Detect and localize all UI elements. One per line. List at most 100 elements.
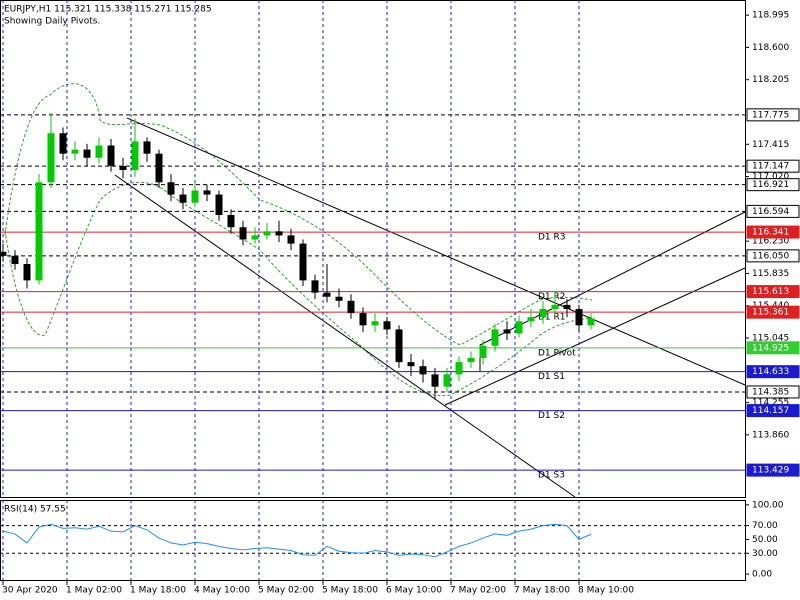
channel-line [479,211,746,346]
candle-body [407,362,415,367]
candle-body [23,264,31,281]
level-label: 114.925 [752,343,789,353]
candle-body [395,329,403,363]
pivot-label: D1 S3 [538,471,565,481]
x-tick-label: 7 May 02:00 [450,586,506,596]
level-label-box [746,108,800,122]
candle-body [491,329,499,346]
level-label: 116.050 [752,251,789,261]
candle-body [47,133,55,183]
level-label: 116.594 [752,207,789,217]
level-label-box [746,341,800,355]
candle-body [0,251,7,256]
rsi-y-tick-label: 50.00 [752,535,778,545]
candle-body [59,133,67,154]
candle-body [287,235,295,244]
candle-body [431,374,439,387]
trend-line [126,117,746,386]
x-tick-label: 5 May 02:00 [258,586,314,596]
x-tick-label: 1 May 18:00 [130,586,186,596]
y-tick-label: 116.230 [752,237,789,247]
x-tick-label: 30 Apr 2020 [2,586,58,596]
chart-title: EURJPY,H1 115.321 115.338 115.271 115.28… [4,5,212,15]
candle-body [563,304,571,309]
level-label-box [746,159,800,173]
candle-body [587,318,595,326]
candle-body [419,366,427,375]
x-tick-label: 6 May 10:00 [386,586,442,596]
pivot-label: D1 R2 [538,292,566,302]
candle-body [347,300,355,314]
chart-subtitle: Showing Daily Pivots. [4,17,100,27]
pivot-label: D1 R3 [538,233,566,243]
level-label-box [746,225,800,239]
candle-body [335,296,343,301]
candle-body [107,145,115,166]
x-tick-label: 7 May 18:00 [514,586,570,596]
candle-body [143,141,151,154]
candle-body [383,321,391,330]
level-label: 113.429 [752,466,789,476]
pivot-label: D1 Pivot [538,348,576,358]
candle-body [119,165,127,171]
indicator-title: RSI(14) 57.55 [4,505,66,515]
candle-body [479,345,487,359]
level-label: 115.613 [752,287,789,297]
level-label: 116.921 [752,180,789,190]
pivot-label: D1 S1 [538,372,565,382]
level-label-box [746,385,800,399]
level-label-box [746,404,800,418]
candle-body [167,182,175,195]
rsi-y-tick-label: 0.00 [752,570,772,580]
y-tick-label: 117.415 [752,140,789,150]
candle-body [83,149,91,158]
y-tick-label: 117.020 [752,172,789,182]
candle-body [179,194,187,203]
level-label-box [746,249,800,263]
level-label-box [746,285,800,299]
candle-body [191,190,199,203]
candle-body [239,227,247,240]
candle-body [131,141,139,171]
candle-body [503,329,511,334]
candle-body [11,255,19,265]
channel-line [444,267,746,406]
y-tick-label: 118.600 [752,43,789,53]
candle-body [515,321,523,334]
candle-body [71,149,79,154]
y-tick-label: 115.045 [752,334,789,344]
level-label: 114.385 [752,387,789,397]
candle-body [359,313,367,326]
level-label: 117.147 [752,162,789,172]
rsi-line [2,523,592,558]
candle-body [227,214,235,228]
pivot-label: D1 R1 [538,313,566,323]
candle-body [35,182,43,281]
pivot-label: D1 S2 [538,411,565,421]
candle-body [311,280,319,293]
candle-body [539,308,547,318]
level-label-box [746,305,800,319]
main-panel-frame [0,0,746,498]
level-label-box [746,365,800,379]
y-tick-label: 118.995 [752,11,789,21]
candle-body [323,292,331,297]
y-tick-label: 114.255 [752,398,789,408]
candle-body [95,145,103,158]
candle-body [251,235,259,240]
y-tick-label: 113.860 [752,430,789,440]
x-tick-label: 1 May 02:00 [66,586,122,596]
band-lower [4,181,593,397]
candle-body [455,362,463,375]
candle-body [263,231,271,236]
band-upper [4,83,593,346]
candle-body [443,374,451,387]
x-tick-label: 5 May 18:00 [322,586,378,596]
candle-body [575,308,583,326]
candle-body [155,153,163,183]
level-label: 114.633 [752,367,789,377]
candle-body [371,321,379,326]
level-label-box [746,463,800,477]
